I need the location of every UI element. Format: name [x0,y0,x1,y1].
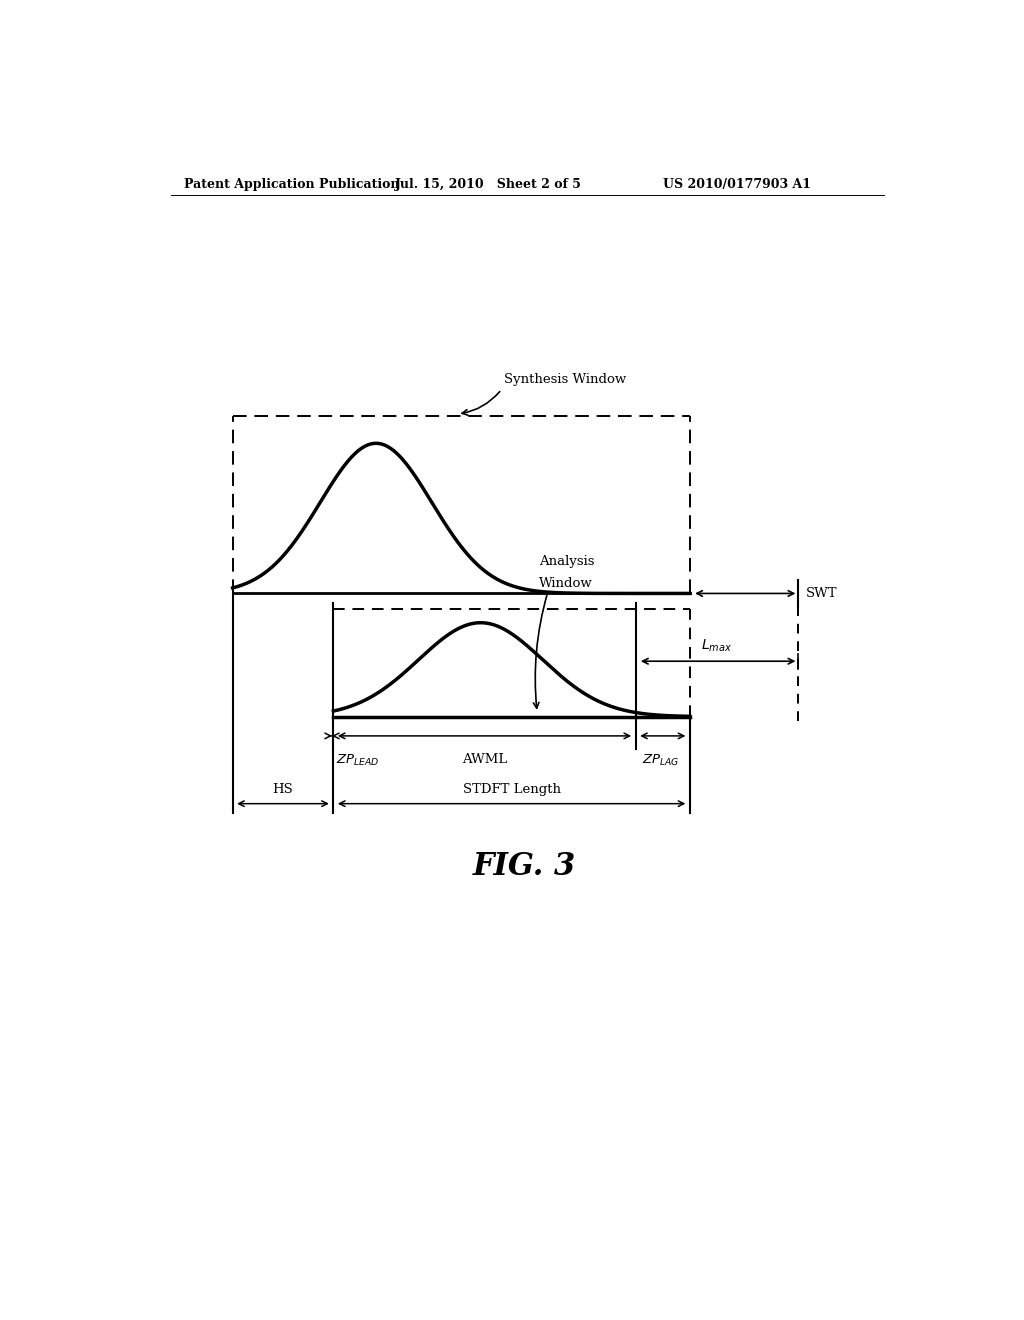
Text: SWT: SWT [806,587,838,601]
Text: Analysis: Analysis [539,554,594,568]
Text: HS: HS [272,783,293,796]
Text: Jul. 15, 2010   Sheet 2 of 5: Jul. 15, 2010 Sheet 2 of 5 [395,178,583,190]
Text: Window: Window [539,577,593,590]
Text: Patent Application Publication: Patent Application Publication [183,178,399,190]
Text: Synthesis Window: Synthesis Window [504,372,626,385]
Text: $ZP_{LAG}$: $ZP_{LAG}$ [642,752,679,768]
Text: $ZP_{LEAD}$: $ZP_{LEAD}$ [336,752,379,768]
Text: AWML: AWML [462,752,507,766]
Text: $L_{max}$: $L_{max}$ [701,638,732,653]
Text: US 2010/0177903 A1: US 2010/0177903 A1 [663,178,811,190]
Text: STDFT Length: STDFT Length [463,783,560,796]
Text: FIG. 3: FIG. 3 [473,851,577,882]
